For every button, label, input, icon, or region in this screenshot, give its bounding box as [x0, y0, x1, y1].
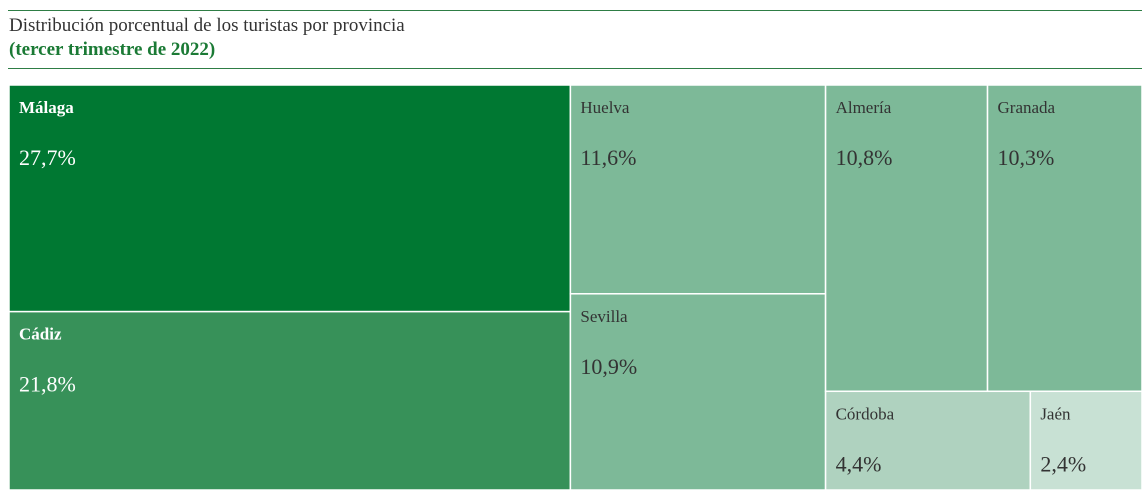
treemap-label-value: 10,8%: [836, 145, 893, 170]
treemap-rect-huelva[interactable]: [569, 84, 827, 295]
treemap-label-value: 21,8%: [19, 372, 76, 397]
treemap-cell-granada[interactable]: Granada 10,3%: [986, 84, 1143, 393]
treemap-label-value: 27,7%: [19, 145, 76, 170]
treemap-label-name: Huelva: [580, 98, 630, 117]
treemap-cell-huelva[interactable]: Huelva 11,6%: [569, 84, 827, 295]
treemap-label-name: Sevilla: [580, 307, 628, 326]
treemap-label-value: 4,4%: [836, 451, 882, 476]
treemap-label-name: Córdoba: [836, 404, 895, 423]
treemap-rect-sevilla[interactable]: [569, 293, 827, 491]
treemap-label-name: Almería: [836, 98, 892, 117]
treemap-rect-jaen[interactable]: [1029, 390, 1143, 491]
treemap-cell-sevilla[interactable]: Sevilla 10,9%: [569, 293, 827, 491]
treemap-label-value: 11,6%: [580, 145, 636, 170]
treemap-label-name: Cádiz: [19, 325, 62, 344]
treemap-cell-cadiz[interactable]: Cádiz 21,8%: [8, 310, 572, 491]
treemap-rect-granada[interactable]: [986, 84, 1143, 393]
treemap-rect-almeria[interactable]: [824, 84, 989, 393]
treemap-label-name: Málaga: [19, 98, 74, 117]
treemap-label-value: 10,3%: [998, 145, 1055, 170]
treemap-rect-cadiz[interactable]: [8, 310, 572, 491]
chart-title: Distribución porcentual de los turistas …: [9, 15, 405, 36]
treemap-rect-cordoba[interactable]: [824, 390, 1032, 491]
treemap-label-value: 10,9%: [580, 354, 637, 379]
header-bottom-rule: [8, 68, 1142, 69]
treemap-cell-malaga[interactable]: Málaga 27,7%: [8, 84, 572, 313]
treemap-cell-cordoba[interactable]: Córdoba 4,4%: [824, 390, 1032, 491]
treemap-cell-almeria[interactable]: Almería 10,8%: [824, 84, 989, 393]
treemap-cell-jaen[interactable]: Jaén 2,4%: [1029, 390, 1143, 491]
chart-subtitle: (tercer trimestre de 2022): [9, 39, 216, 60]
treemap-label-name: Jaén: [1040, 404, 1071, 423]
treemap-label-name: Granada: [998, 98, 1056, 117]
header-top-rule: [8, 10, 1142, 11]
treemap-rect-malaga[interactable]: [8, 84, 572, 313]
treemap-label-value: 2,4%: [1040, 451, 1086, 476]
